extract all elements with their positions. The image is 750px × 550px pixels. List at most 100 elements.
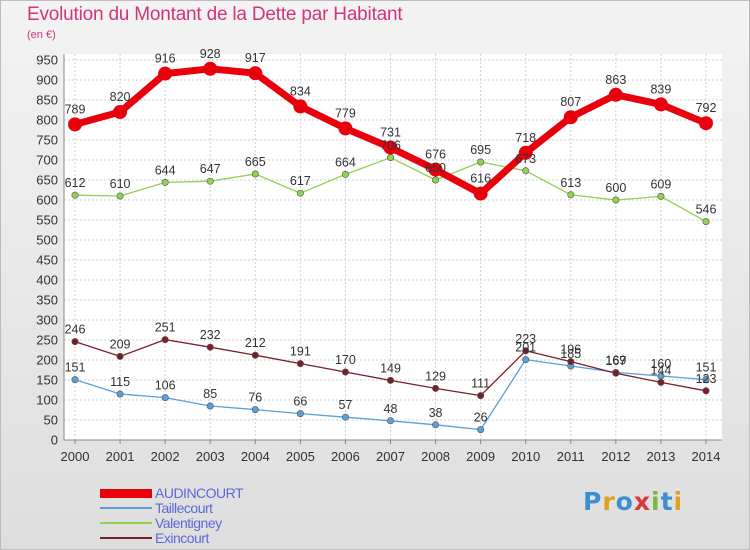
x-tick-label: 2013 (646, 449, 675, 464)
y-tick-label: 50 (44, 413, 58, 428)
data-label-taillecourt: 115 (110, 375, 130, 389)
x-tick-label: 2011 (557, 449, 585, 464)
data-point-valentigney (702, 218, 710, 226)
data-label-valentigney: 600 (605, 181, 626, 195)
data-point-exincourt (116, 352, 124, 360)
data-point-exincourt (161, 336, 169, 344)
data-point-valentigney (477, 158, 485, 166)
x-tick-label: 2008 (421, 449, 450, 464)
data-point-exincourt (477, 392, 485, 400)
x-tick-label: 2009 (466, 449, 495, 464)
y-tick-label: 900 (36, 73, 58, 88)
data-point-valentigney (71, 191, 79, 199)
chart-legend: AUDINCOURT Taillecourt Valentigney Exincour… (100, 485, 360, 546)
data-label-exincourt: 111 (471, 377, 490, 391)
x-tick-label: 2001 (106, 449, 135, 464)
data-label-taillecourt: 85 (203, 387, 217, 401)
data-label-exincourt: 129 (425, 369, 446, 383)
data-label-exincourt: 209 (110, 337, 131, 351)
legend-swatch (100, 488, 152, 498)
data-point-audincourt (68, 117, 82, 132)
data-label-exincourt: 191 (290, 345, 311, 359)
proxiti-logo: Proxiti (583, 487, 684, 516)
y-tick-label: 950 (36, 53, 58, 68)
data-point-audincourt (473, 186, 488, 201)
data-point-exincourt (251, 351, 259, 359)
x-tick-label: 2002 (151, 449, 180, 464)
y-tick-label: 300 (36, 313, 58, 328)
data-point-valentigney (567, 191, 575, 199)
data-label-audincourt: 917 (245, 51, 266, 65)
data-label-valentigney: 664 (335, 155, 356, 169)
data-point-valentigney (161, 178, 169, 186)
data-point-valentigney (522, 167, 530, 175)
data-point-taillecourt (477, 426, 485, 434)
data-point-exincourt (432, 384, 440, 392)
data-label-valentigney: 610 (110, 177, 131, 191)
x-tick-label: 2010 (511, 449, 540, 464)
data-point-valentigney (657, 192, 665, 200)
legend-item: Valentigney (100, 515, 360, 531)
x-tick-label: 2003 (196, 449, 225, 464)
data-point-taillecourt (386, 417, 394, 425)
data-label-valentigney: 706 (380, 139, 401, 153)
data-label-taillecourt: 169 (605, 353, 626, 367)
data-label-exincourt: 123 (696, 372, 717, 386)
data-label-taillecourt: 26 (474, 411, 488, 425)
x-tick-label: 2000 (61, 449, 90, 464)
data-point-taillecourt (522, 356, 530, 364)
y-tick-label: 0 (51, 433, 58, 448)
data-point-exincourt (612, 369, 620, 377)
data-label-audincourt: 916 (155, 52, 176, 66)
x-tick-label: 2012 (601, 449, 630, 464)
data-point-exincourt (702, 387, 710, 395)
x-tick-label: 2007 (376, 449, 405, 464)
legend-label: AUDINCOURT (155, 485, 244, 501)
data-point-taillecourt (71, 376, 79, 384)
data-point-taillecourt (432, 421, 440, 429)
data-point-valentigney (612, 196, 620, 204)
data-label-audincourt: 676 (425, 148, 446, 162)
data-label-valentigney: 650 (425, 161, 446, 175)
data-label-valentigney: 644 (155, 163, 176, 177)
data-label-audincourt: 718 (515, 131, 536, 145)
chart-title: Evolution du Montant de la Dette par Hab… (27, 4, 403, 25)
y-tick-label: 750 (36, 133, 58, 148)
data-point-exincourt (206, 343, 214, 351)
y-tick-label: 450 (36, 253, 58, 268)
data-label-taillecourt: 185 (560, 347, 581, 361)
y-tick-label: 200 (36, 353, 58, 368)
y-tick-label: 700 (36, 153, 58, 168)
data-point-valentigney (206, 177, 214, 185)
data-label-audincourt: 792 (696, 101, 717, 115)
legend-item: Taillecourt (100, 500, 360, 516)
legend-swatch (100, 537, 152, 539)
data-label-audincourt: 839 (650, 82, 671, 96)
data-point-exincourt (341, 368, 349, 376)
data-label-exincourt: 251 (155, 321, 176, 335)
data-label-exincourt: 246 (65, 323, 86, 337)
data-point-taillecourt (161, 394, 169, 402)
data-point-taillecourt (251, 406, 259, 414)
y-tick-label: 850 (36, 93, 58, 108)
data-label-valentigney: 673 (515, 152, 536, 166)
data-point-audincourt (653, 97, 668, 112)
data-point-audincourt (113, 105, 128, 119)
data-point-valentigney (116, 192, 124, 200)
data-label-audincourt: 616 (470, 172, 491, 186)
data-point-taillecourt (296, 410, 304, 418)
data-point-valentigney (341, 170, 349, 178)
plot-area (64, 54, 722, 440)
data-point-exincourt (657, 378, 665, 386)
data-point-valentigney (251, 170, 259, 178)
y-tick-label: 150 (36, 373, 58, 388)
data-point-exincourt (71, 338, 79, 346)
legend-item: Exincourt (100, 530, 360, 546)
data-point-audincourt (338, 121, 353, 136)
y-tick-label: 350 (36, 293, 58, 308)
data-point-audincourt (563, 110, 578, 125)
data-point-audincourt (699, 116, 713, 131)
data-label-exincourt: 170 (335, 353, 356, 367)
data-label-exincourt: 196 (560, 343, 581, 357)
legend-label: Taillecourt (155, 500, 213, 516)
